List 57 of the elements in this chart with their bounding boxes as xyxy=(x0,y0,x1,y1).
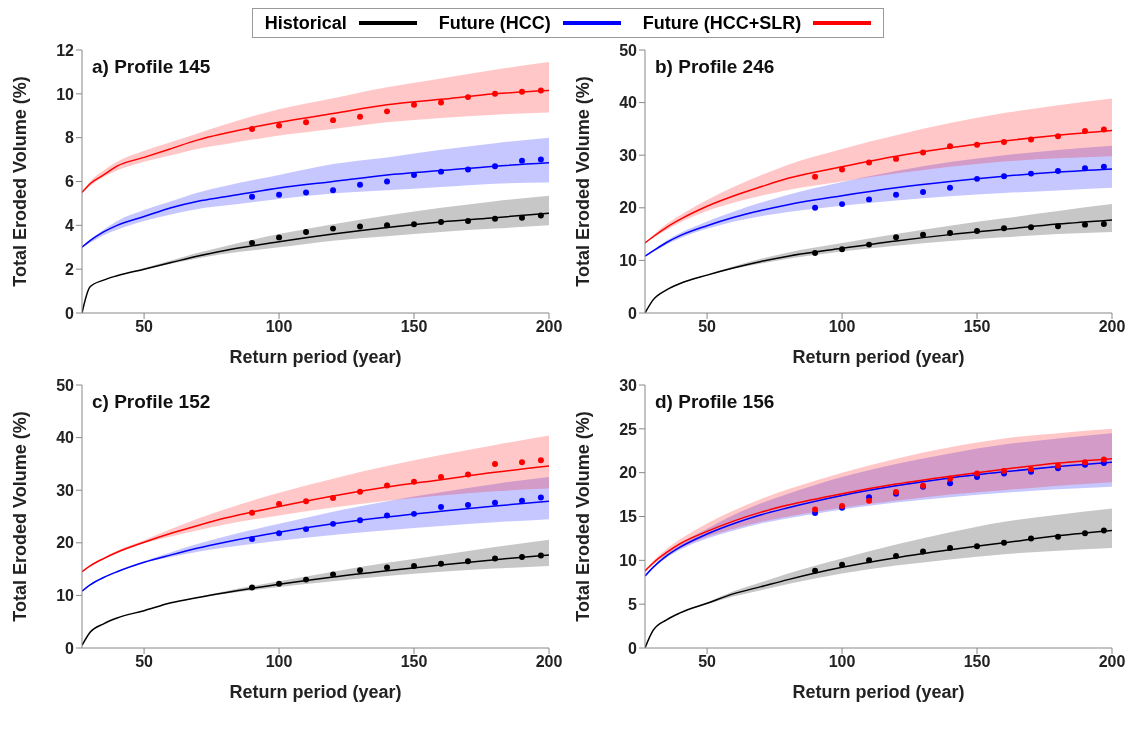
chart-title: c) Profile 152 xyxy=(92,391,211,413)
y-axis-title: Total Eroded Volume (%) xyxy=(573,411,594,622)
y-tick-label: 6 xyxy=(65,173,75,191)
legend-label: Future (HCC) xyxy=(438,12,551,34)
y-tick-label: 40 xyxy=(56,429,75,447)
y-tick-label: 15 xyxy=(619,508,638,526)
x-tick-label: 100 xyxy=(828,318,856,336)
y-tick-label: 10 xyxy=(56,587,75,605)
y-tick-label: 10 xyxy=(619,552,638,570)
x-tick-label: 150 xyxy=(400,653,428,671)
chart-title: a) Profile 145 xyxy=(92,56,211,78)
y-tick-label: 10 xyxy=(619,252,638,270)
y-tick-label: 12 xyxy=(56,41,75,59)
y-tick-label: 30 xyxy=(619,146,638,164)
x-tick-label: 50 xyxy=(698,653,717,671)
chart-title: d) Profile 156 xyxy=(655,391,775,413)
x-tick-label: 200 xyxy=(535,653,563,671)
x-axis-title: Return period (year) xyxy=(792,682,965,702)
y-tick-label: 2 xyxy=(65,260,75,278)
y-tick-label: 0 xyxy=(65,639,75,657)
y-tick-label: 0 xyxy=(65,304,75,322)
x-tick-label: 100 xyxy=(828,653,856,671)
x-axis-title: Return period (year) xyxy=(229,347,402,367)
y-tick-label: 20 xyxy=(619,199,638,217)
y-tick-label: 8 xyxy=(65,129,75,147)
x-tick-label: 150 xyxy=(963,318,991,336)
y-tick-label: 0 xyxy=(628,304,638,322)
x-tick-label: 100 xyxy=(265,653,293,671)
x-tick-label: 150 xyxy=(400,318,428,336)
legend-label: Historical xyxy=(264,12,347,34)
y-axis-title: Total Eroded Volume (%) xyxy=(10,76,31,287)
y-tick-label: 40 xyxy=(619,94,638,112)
y-tick-label: 50 xyxy=(619,41,638,59)
y-tick-label: 30 xyxy=(56,481,75,499)
y-tick-label: 4 xyxy=(65,217,75,235)
y-tick-label: 20 xyxy=(56,534,75,552)
x-tick-label: 200 xyxy=(1098,653,1126,671)
x-tick-label: 200 xyxy=(1098,318,1126,336)
y-tick-label: 50 xyxy=(56,376,75,394)
x-axis-title: Return period (year) xyxy=(229,682,402,702)
chart-title: b) Profile 246 xyxy=(655,56,775,78)
y-tick-label: 25 xyxy=(619,420,638,438)
x-tick-label: 50 xyxy=(135,653,154,671)
x-tick-label: 100 xyxy=(265,318,293,336)
x-tick-label: 200 xyxy=(535,318,563,336)
y-tick-label: 5 xyxy=(628,595,638,613)
x-tick-label: 150 xyxy=(963,653,991,671)
legend-label: Future (HCC+SLR) xyxy=(642,12,802,34)
y-tick-label: 0 xyxy=(628,639,638,657)
y-axis-title: Total Eroded Volume (%) xyxy=(573,76,594,287)
y-axis-title: Total Eroded Volume (%) xyxy=(10,411,31,622)
x-tick-label: 50 xyxy=(135,318,154,336)
y-tick-label: 10 xyxy=(56,85,75,103)
y-tick-label: 20 xyxy=(619,464,638,482)
y-tick-label: 30 xyxy=(619,376,638,394)
x-tick-label: 50 xyxy=(698,318,717,336)
x-axis-title: Return period (year) xyxy=(792,347,965,367)
